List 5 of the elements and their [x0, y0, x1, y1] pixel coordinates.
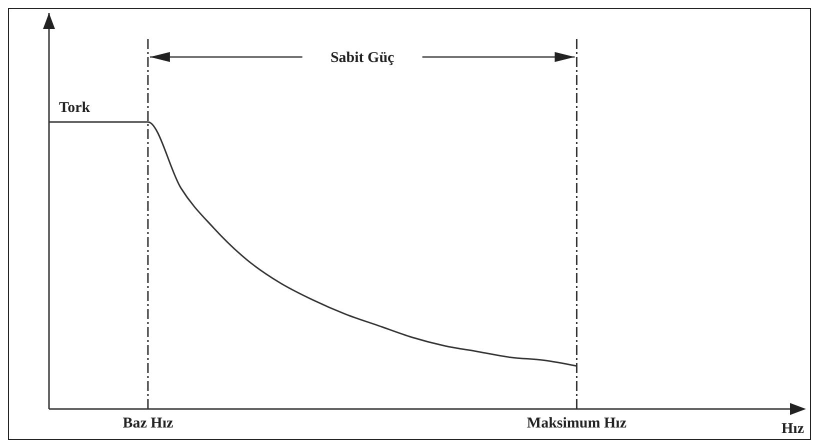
text: Sabit Güç: [330, 50, 395, 66]
x-axis-title: Hız: [782, 421, 804, 437]
series-label: Tork: [59, 100, 91, 116]
x-tick-label: Baz Hız: [122, 416, 174, 432]
x-tick-label: Maksimum Hız: [526, 416, 627, 432]
